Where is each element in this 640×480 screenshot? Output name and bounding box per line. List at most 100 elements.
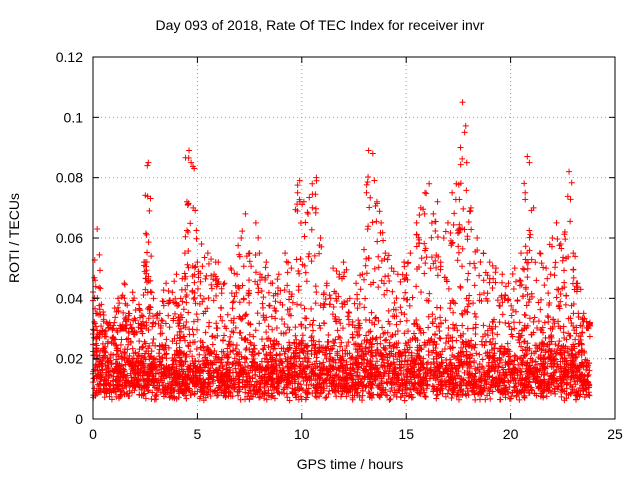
data-point <box>514 297 521 304</box>
data-point <box>488 382 495 389</box>
data-point <box>120 368 127 375</box>
data-point <box>182 324 189 331</box>
data-point <box>468 226 475 233</box>
data-point <box>502 394 509 401</box>
data-point <box>541 282 548 289</box>
data-point <box>513 393 520 400</box>
data-point <box>416 212 423 219</box>
data-point <box>337 360 344 367</box>
data-point <box>144 249 151 256</box>
data-point <box>514 356 521 363</box>
data-point <box>124 390 131 397</box>
data-point <box>570 274 577 281</box>
data-point <box>91 318 98 325</box>
data-point <box>357 286 364 293</box>
data-point <box>548 379 555 386</box>
data-point <box>374 358 381 365</box>
data-point <box>502 384 509 391</box>
x-tick-label: 25 <box>607 426 623 442</box>
data-point <box>414 389 421 396</box>
data-point <box>170 386 177 393</box>
data-point <box>568 319 575 326</box>
data-point <box>516 396 523 403</box>
data-point <box>128 374 135 381</box>
data-point <box>205 379 212 386</box>
data-point <box>312 377 319 384</box>
data-point <box>213 374 220 381</box>
data-point <box>254 281 261 288</box>
data-point <box>386 365 393 372</box>
data-point <box>378 219 385 226</box>
data-point <box>130 362 137 369</box>
data-point <box>323 394 330 401</box>
data-point <box>129 383 136 390</box>
data-point <box>457 332 464 339</box>
data-point <box>104 359 111 366</box>
data-point <box>425 324 432 331</box>
data-point <box>530 204 537 211</box>
data-point <box>198 380 205 387</box>
data-point <box>442 317 449 324</box>
data-point <box>575 349 582 356</box>
data-point <box>276 350 283 357</box>
data-point <box>518 250 525 257</box>
data-point <box>141 354 148 361</box>
data-point <box>463 348 470 355</box>
data-point <box>362 262 369 269</box>
data-point <box>471 282 478 289</box>
data-point <box>383 336 390 343</box>
data-point <box>100 356 107 363</box>
data-point <box>194 316 201 323</box>
data-point <box>164 380 171 387</box>
data-point <box>537 306 544 313</box>
data-point <box>511 265 518 272</box>
data-point <box>510 319 517 326</box>
data-point <box>519 347 526 354</box>
data-point <box>521 311 528 318</box>
data-point <box>386 321 393 328</box>
data-point <box>394 271 401 278</box>
data-point <box>390 345 397 352</box>
data-point <box>290 349 297 356</box>
data-point <box>432 218 439 225</box>
data-point <box>435 368 442 375</box>
data-point <box>92 340 99 347</box>
data-point <box>99 347 106 354</box>
data-point <box>459 263 466 270</box>
data-point <box>110 340 117 347</box>
data-point <box>144 279 151 286</box>
data-point <box>192 300 199 307</box>
data-point <box>330 357 337 364</box>
data-point <box>269 326 276 333</box>
data-point <box>183 351 190 358</box>
data-point <box>422 245 429 252</box>
data-point <box>258 358 265 365</box>
data-point <box>337 334 344 341</box>
data-point <box>472 396 479 403</box>
data-point <box>476 351 483 358</box>
data-point <box>221 332 228 339</box>
data-point <box>310 337 317 344</box>
data-point <box>434 234 441 241</box>
data-point <box>297 393 304 400</box>
data-point <box>480 365 487 372</box>
data-point <box>340 385 347 392</box>
data-point <box>170 375 177 382</box>
data-point <box>477 259 484 266</box>
data-point <box>172 295 179 302</box>
data-point <box>302 354 309 361</box>
data-point <box>388 265 395 272</box>
data-point <box>445 285 452 292</box>
data-point <box>375 284 382 291</box>
data-point <box>562 301 569 308</box>
data-point <box>201 364 208 371</box>
data-point <box>317 383 324 390</box>
data-point <box>250 333 257 340</box>
data-point <box>413 283 420 290</box>
data-point <box>275 383 282 390</box>
data-point <box>506 366 513 373</box>
data-point <box>438 379 445 386</box>
data-point <box>112 314 119 321</box>
data-point <box>374 340 381 347</box>
data-point <box>269 280 276 287</box>
